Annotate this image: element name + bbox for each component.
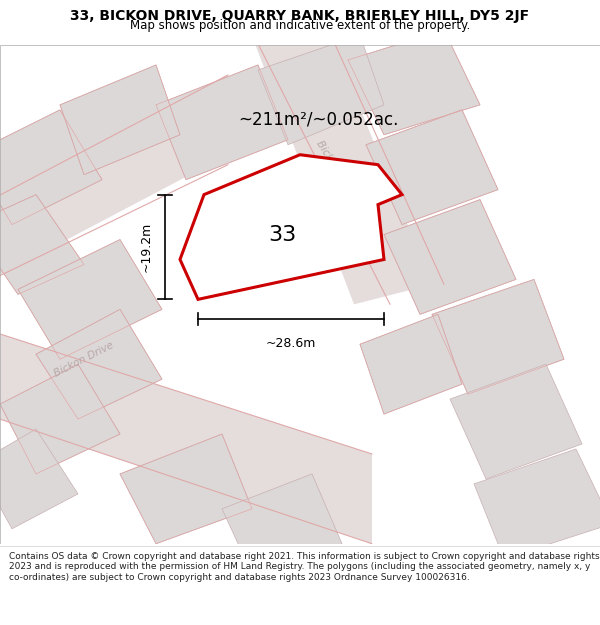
Polygon shape bbox=[0, 110, 102, 224]
Polygon shape bbox=[0, 75, 228, 284]
Text: 33: 33 bbox=[268, 224, 296, 244]
Polygon shape bbox=[246, 20, 432, 304]
Polygon shape bbox=[366, 110, 498, 224]
Polygon shape bbox=[0, 324, 372, 544]
Text: Bickon Drive: Bickon Drive bbox=[52, 340, 116, 379]
Polygon shape bbox=[36, 309, 162, 419]
Polygon shape bbox=[18, 239, 162, 359]
Polygon shape bbox=[180, 155, 402, 299]
Polygon shape bbox=[0, 429, 78, 529]
Polygon shape bbox=[222, 474, 342, 574]
Text: Contains OS data © Crown copyright and database right 2021. This information is : Contains OS data © Crown copyright and d… bbox=[9, 552, 599, 582]
Polygon shape bbox=[450, 364, 582, 479]
Polygon shape bbox=[120, 434, 252, 544]
Text: 33, BICKON DRIVE, QUARRY BANK, BRIERLEY HILL, DY5 2JF: 33, BICKON DRIVE, QUARRY BANK, BRIERLEY … bbox=[70, 9, 530, 23]
Text: ~28.6m: ~28.6m bbox=[266, 337, 316, 350]
Polygon shape bbox=[0, 194, 84, 294]
Polygon shape bbox=[60, 65, 180, 174]
Text: ~211m²/~0.052ac.: ~211m²/~0.052ac. bbox=[238, 111, 398, 129]
Text: ~19.2m: ~19.2m bbox=[140, 222, 153, 272]
Polygon shape bbox=[360, 314, 462, 414]
Text: Map shows position and indicative extent of the property.: Map shows position and indicative extent… bbox=[130, 19, 470, 32]
Polygon shape bbox=[384, 199, 516, 314]
Polygon shape bbox=[0, 364, 120, 474]
Polygon shape bbox=[432, 279, 564, 394]
Text: Bickon Drive: Bickon Drive bbox=[314, 139, 358, 200]
Polygon shape bbox=[348, 30, 480, 135]
Polygon shape bbox=[156, 65, 288, 179]
Polygon shape bbox=[474, 449, 600, 559]
Polygon shape bbox=[258, 35, 384, 145]
